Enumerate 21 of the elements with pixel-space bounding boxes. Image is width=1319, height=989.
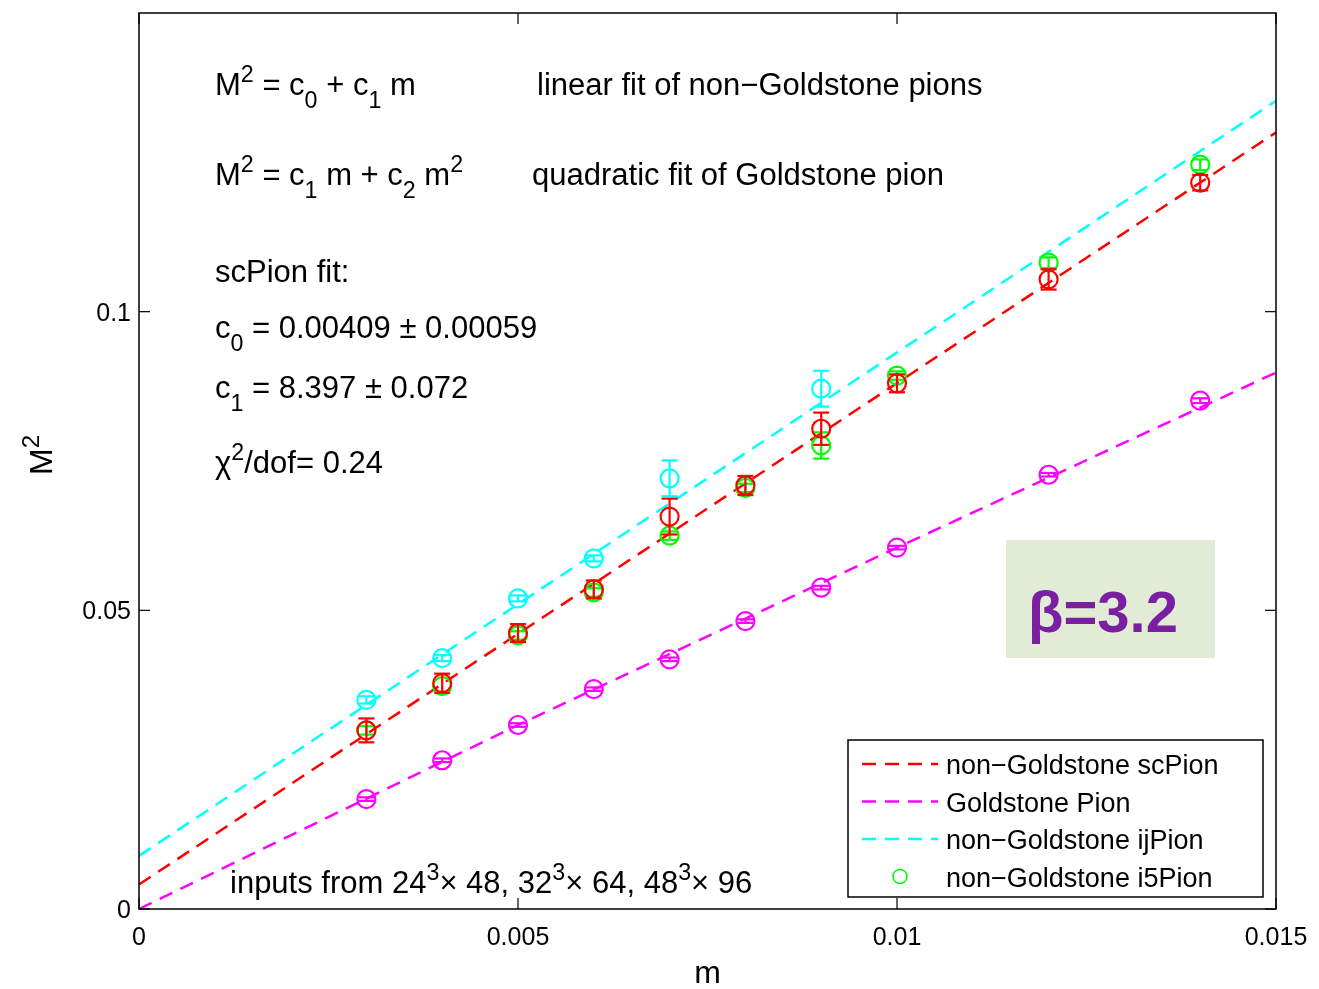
annotation: M$^{2}$ = c$_{1}$ m + c$_{2}$ m$^{2}$ (215, 151, 464, 203)
annotation: quadratic fit of Goldstone pion (532, 157, 944, 192)
x-tick-label: 0.005 (486, 922, 550, 950)
legend-label: Goldstone Pion (946, 787, 1131, 818)
x-tick-label: 0.015 (1244, 922, 1308, 950)
legend-label: non−Goldstone ijPion (946, 825, 1204, 855)
legend-label: non−Goldstone scPion (946, 750, 1219, 780)
annotation: M$^{2}$ = c$_{0}$ + c$_{1}$ m (215, 61, 416, 113)
x-tick-label: 0.01 (872, 922, 922, 950)
y-tick-label: 0.05 (82, 596, 131, 625)
annotation: β=3.2 (1028, 579, 1178, 644)
annotation: linear fit of non−Goldstone pions (537, 67, 983, 102)
annotation: c$_{0}$ = 0.00409 ± 0.00059 (215, 310, 538, 356)
legend-label: non−Goldstone i5Pion (946, 862, 1213, 893)
annotation: scPion fit: (215, 254, 350, 289)
annotation: c$_{1}$ = 8.397 ± 0.072 (215, 370, 469, 416)
y-tick-label: 0 (117, 895, 131, 923)
x-axis-title: m (694, 954, 721, 989)
annotation: inputs from 24$^{3}$× 48, 32$^{3}$× 64, 48$^{3}$× 96 (230, 859, 753, 900)
y-tick-label: 0.1 (96, 297, 131, 326)
annotation: χ$^{2}$/dof= 0.24 (215, 439, 383, 480)
